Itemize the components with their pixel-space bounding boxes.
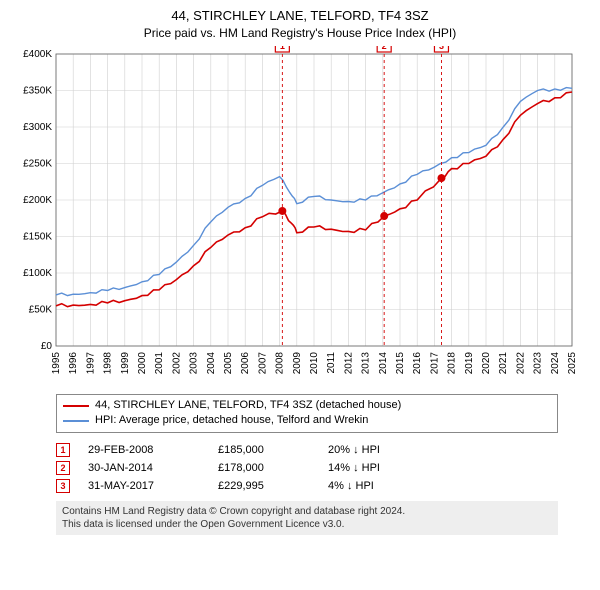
svg-text:2025: 2025 xyxy=(567,351,578,374)
svg-text:2014: 2014 xyxy=(378,351,389,374)
sale-marker: 2 xyxy=(56,461,70,475)
svg-text:2012: 2012 xyxy=(343,351,354,374)
svg-text:1997: 1997 xyxy=(85,351,96,374)
svg-text:1998: 1998 xyxy=(103,351,114,374)
svg-text:£0: £0 xyxy=(41,341,53,352)
sale-row: 1 29-FEB-2008£185,00020% ↓ HPI xyxy=(56,441,558,459)
sales-table: 1 29-FEB-2008£185,00020% ↓ HPI 2 30-JAN-201… xyxy=(56,441,558,495)
sale-diff: 4% ↓ HPI xyxy=(328,480,558,492)
svg-text:£200K: £200K xyxy=(23,195,52,206)
svg-text:2010: 2010 xyxy=(309,351,320,374)
chart-title: 44, STIRCHLEY LANE, TELFORD, TF4 3SZ xyxy=(12,8,588,25)
svg-text:2013: 2013 xyxy=(361,351,372,374)
footer-line-1: Contains HM Land Registry data © Crown c… xyxy=(62,505,552,518)
legend-row-property: 44, STIRCHLEY LANE, TELFORD, TF4 3SZ (de… xyxy=(63,398,551,413)
svg-text:2007: 2007 xyxy=(257,351,268,374)
svg-text:2021: 2021 xyxy=(498,351,509,374)
svg-text:£350K: £350K xyxy=(23,85,52,96)
sale-date: 29-FEB-2008 xyxy=(88,444,218,456)
svg-text:2006: 2006 xyxy=(240,351,251,374)
legend-swatch-property xyxy=(63,405,89,407)
footer-line-2: This data is licensed under the Open Gov… xyxy=(62,518,552,531)
svg-text:2001: 2001 xyxy=(154,351,165,374)
svg-text:2022: 2022 xyxy=(515,351,526,374)
svg-text:2002: 2002 xyxy=(171,351,182,374)
svg-text:1999: 1999 xyxy=(120,351,131,374)
svg-text:2018: 2018 xyxy=(447,351,458,374)
chart-container: 44, STIRCHLEY LANE, TELFORD, TF4 3SZ Pri… xyxy=(0,0,600,590)
sale-row: 3 31-MAY-2017£229,9954% ↓ HPI xyxy=(56,477,558,495)
svg-text:2000: 2000 xyxy=(137,351,148,374)
legend-row-hpi: HPI: Average price, detached house, Telf… xyxy=(63,413,551,428)
legend-label-hpi: HPI: Average price, detached house, Telf… xyxy=(95,413,368,428)
svg-text:£100K: £100K xyxy=(23,268,52,279)
svg-text:2009: 2009 xyxy=(292,351,303,374)
legend: 44, STIRCHLEY LANE, TELFORD, TF4 3SZ (de… xyxy=(56,394,558,433)
svg-text:1996: 1996 xyxy=(68,351,79,374)
svg-text:2020: 2020 xyxy=(481,351,492,374)
svg-text:2015: 2015 xyxy=(395,351,406,374)
sale-date: 30-JAN-2014 xyxy=(88,462,218,474)
sale-date: 31-MAY-2017 xyxy=(88,480,218,492)
legend-label-property: 44, STIRCHLEY LANE, TELFORD, TF4 3SZ (de… xyxy=(95,398,401,413)
svg-text:2019: 2019 xyxy=(464,351,475,374)
svg-text:2017: 2017 xyxy=(429,351,440,374)
sale-diff: 14% ↓ HPI xyxy=(328,462,558,474)
svg-text:2024: 2024 xyxy=(550,351,561,374)
sale-price: £185,000 xyxy=(218,444,328,456)
legend-swatch-hpi xyxy=(63,420,89,422)
svg-text:2005: 2005 xyxy=(223,351,234,374)
sale-marker: 3 xyxy=(56,479,70,493)
svg-text:2003: 2003 xyxy=(189,351,200,374)
sale-diff: 20% ↓ HPI xyxy=(328,444,558,456)
svg-text:2008: 2008 xyxy=(275,351,286,374)
svg-text:2004: 2004 xyxy=(206,351,217,374)
svg-text:1995: 1995 xyxy=(51,351,62,374)
svg-text:2: 2 xyxy=(382,46,387,51)
svg-text:£150K: £150K xyxy=(23,231,52,242)
svg-text:2023: 2023 xyxy=(533,351,544,374)
sale-row: 2 30-JAN-2014£178,00014% ↓ HPI xyxy=(56,459,558,477)
sale-price: £229,995 xyxy=(218,480,328,492)
svg-text:1: 1 xyxy=(280,46,285,51)
svg-text:£250K: £250K xyxy=(23,158,52,169)
sale-price: £178,000 xyxy=(218,462,328,474)
sale-marker: 1 xyxy=(56,443,70,457)
svg-text:£400K: £400K xyxy=(23,49,52,60)
svg-text:3: 3 xyxy=(439,46,444,51)
svg-text:£50K: £50K xyxy=(29,304,53,315)
svg-text:2011: 2011 xyxy=(326,351,337,373)
svg-text:2016: 2016 xyxy=(412,351,423,374)
line-chart-svg: £0 £50K £100K £150K £200K £250K £300K £350K £400… xyxy=(12,46,588,388)
chart-subtitle: Price paid vs. HM Land Registry's House … xyxy=(12,26,588,40)
svg-text:£300K: £300K xyxy=(23,122,52,133)
attribution-footer: Contains HM Land Registry data © Crown c… xyxy=(56,501,558,535)
chart-area: £0 £50K £100K £150K £200K £250K £300K £350K £400… xyxy=(12,46,588,388)
